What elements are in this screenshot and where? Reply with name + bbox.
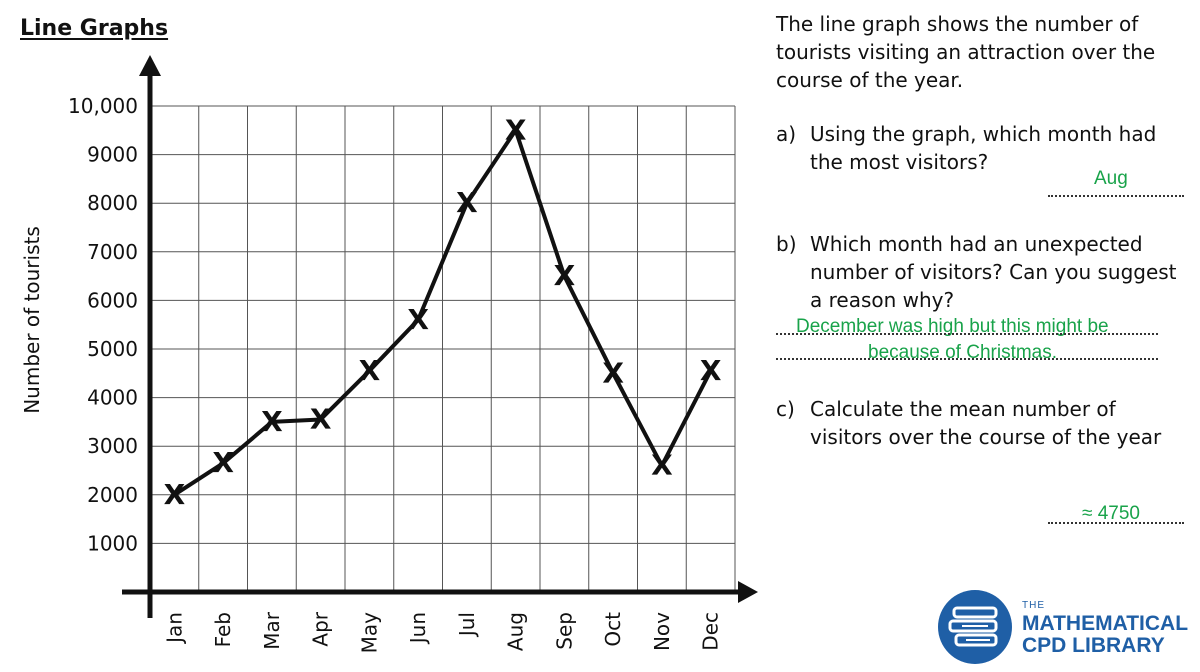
answer-c-line: [1048, 522, 1184, 524]
x-tick-label: Jun: [406, 612, 430, 645]
cpd-library-logo: THE MATHEMATICAL CPD LIBRARY: [938, 590, 1188, 665]
y-tick-label: 2000: [87, 483, 138, 507]
y-tick-label: 3000: [87, 434, 138, 458]
question-a-letter: a): [776, 122, 797, 146]
answer-b-line2: because of Christmas.: [868, 342, 1058, 363]
x-tick-label: Jul: [455, 612, 479, 638]
question-c-text: Calculate the mean number of visitors ov…: [810, 397, 1162, 449]
answer-a-line: [1048, 195, 1184, 197]
answer-c: ≈ 4750: [1082, 503, 1140, 524]
data-point-marker: X: [261, 405, 283, 438]
x-tick-label: Aug: [504, 612, 528, 651]
question-c-letter: c): [776, 397, 795, 421]
question-b-text: Which month had an unexpected number of …: [810, 232, 1177, 312]
book-stack-icon: [938, 590, 1012, 664]
y-tick-labels: 1000 2000 3000 4000 5000 6000 7000 8000 9000 10,0…: [68, 94, 138, 555]
data-point-marker: X: [700, 354, 722, 387]
x-tick-label: Dec: [699, 612, 723, 651]
data-point-marker: X: [554, 259, 576, 292]
x-axis-arrow: [738, 581, 758, 603]
y-tick-label: 1000: [87, 531, 138, 555]
x-tick-label: Jan: [162, 612, 186, 645]
x-tick-labels: Jan Feb Mar Apr May Jun Jul Aug Sep Oct Nov Dec: [162, 611, 722, 653]
answer-b-line1: December was high but this might be: [796, 316, 1109, 337]
y-tick-label: 9000: [87, 143, 138, 167]
question-b: b) Which month had an unexpected number …: [776, 230, 1191, 314]
data-point-marker: X: [505, 113, 527, 146]
question-b-letter: b): [776, 232, 797, 256]
answer-a: Aug: [1094, 168, 1128, 189]
series-line: [173, 128, 713, 497]
x-tick-label: Sep: [552, 612, 576, 650]
y-tick-label: 6000: [87, 288, 138, 312]
x-tick-label: Mar: [260, 611, 284, 650]
y-axis-arrow: [139, 55, 161, 76]
chart-grid: [150, 105, 736, 592]
question-a-text: Using the graph, which month had the mos…: [810, 122, 1157, 174]
data-point-marker: X: [651, 449, 673, 482]
intro-text: The line graph shows the number of touri…: [776, 12, 1156, 92]
x-tick-label: Feb: [211, 612, 235, 647]
logo-line2: CPD LIBRARY: [1022, 634, 1165, 657]
x-tick-label: May: [357, 612, 381, 654]
y-tick-label: 8000: [87, 191, 138, 215]
line-chart: 1000 2000 3000 4000 5000 6000 7000 8000 9000 10,0…: [68, 55, 758, 653]
logo-line1: MATHEMATICAL: [1022, 612, 1189, 635]
x-tick-label: Oct: [601, 612, 625, 647]
questions-panel: The line graph shows the number of touri…: [776, 10, 1191, 524]
x-tick-label: Nov: [650, 612, 674, 651]
y-tick-label: 10,000: [68, 94, 138, 118]
data-point-marker: X: [359, 354, 381, 387]
answer-b-line2-rule: [776, 358, 1158, 360]
data-point-marker: X: [456, 186, 478, 219]
x-tick-label: Apr: [309, 611, 333, 646]
data-point-marker: X: [310, 402, 332, 435]
data-point-marker: X: [164, 478, 186, 511]
data-point-marker: X: [212, 446, 234, 479]
y-axis-label: Number of tourists: [20, 226, 44, 414]
page-title: Line Graphs: [20, 16, 169, 41]
chart-axes: [122, 55, 758, 618]
data-line: [173, 128, 713, 497]
y-tick-label: 4000: [87, 386, 138, 410]
data-point-marker: X: [407, 303, 429, 336]
answer-b-line1-rule: [776, 333, 1158, 335]
y-tick-label: 7000: [87, 240, 138, 264]
question-c: c) Calculate the mean number of visitors…: [776, 395, 1191, 451]
y-tick-label: 5000: [87, 337, 138, 361]
logo-small-text: THE: [1022, 600, 1045, 611]
data-point-marker: X: [602, 356, 624, 389]
question-a: a) Using the graph, which month had the …: [776, 120, 1191, 176]
